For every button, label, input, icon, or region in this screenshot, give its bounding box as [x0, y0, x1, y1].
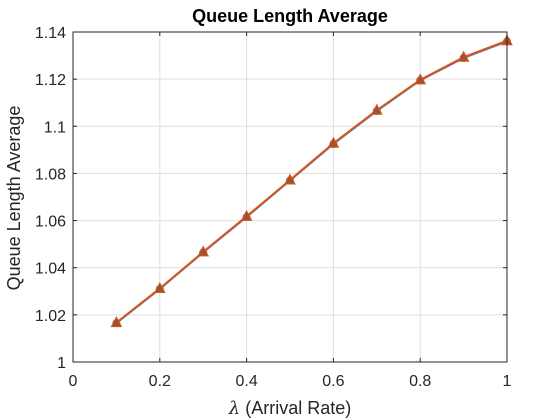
x-tick-label: 0.2	[149, 373, 171, 390]
y-axis-label: Queue Length Average	[4, 106, 24, 291]
y-tick-label: 1.04	[35, 261, 66, 278]
data-point-triangle	[240, 209, 253, 221]
y-tick-label: 1.08	[35, 166, 66, 183]
x-axis-label-text: (Arrival Rate)	[240, 398, 351, 418]
data-point-triangle	[327, 136, 340, 148]
lambda-symbol: λ	[228, 398, 240, 419]
x-tick-label: 0	[69, 373, 78, 390]
data-series	[110, 34, 513, 328]
axis-ticks: 0 0.2 0.4 0.6 0.8 1 1 1.02 1.04 1.06 1.08 1.1 1.12 1.…	[35, 25, 512, 390]
chart-title: Queue Length Average	[192, 6, 388, 26]
series-line-2	[115, 39, 508, 324]
y-tick-label: 1.06	[35, 214, 66, 231]
y-tick-label: 1.1	[44, 119, 66, 136]
y-tick-label: 1	[57, 355, 66, 372]
data-point-triangle	[197, 245, 210, 257]
y-tick-label: 1.14	[35, 25, 66, 42]
series-line-1	[115, 40, 508, 324]
grid-lines	[72, 31, 508, 363]
data-point-triangle	[110, 316, 123, 328]
x-tick-label: 1	[503, 373, 512, 390]
y-tick-label: 1.12	[35, 72, 66, 89]
x-tick-label: 0.8	[409, 373, 431, 390]
x-tick-label: 0.4	[235, 373, 257, 390]
data-point-triangle	[284, 173, 296, 185]
y-tick-label: 1.02	[35, 308, 66, 325]
x-tick-label: 0.6	[322, 373, 344, 390]
data-point-triangle	[370, 103, 383, 115]
plot-frame	[72, 31, 508, 363]
data-point-triangle	[414, 73, 427, 85]
data-point-triangle	[457, 50, 470, 62]
x-axis-label: λ (Arrival Rate)	[228, 398, 351, 419]
data-point-triangle	[153, 281, 166, 293]
